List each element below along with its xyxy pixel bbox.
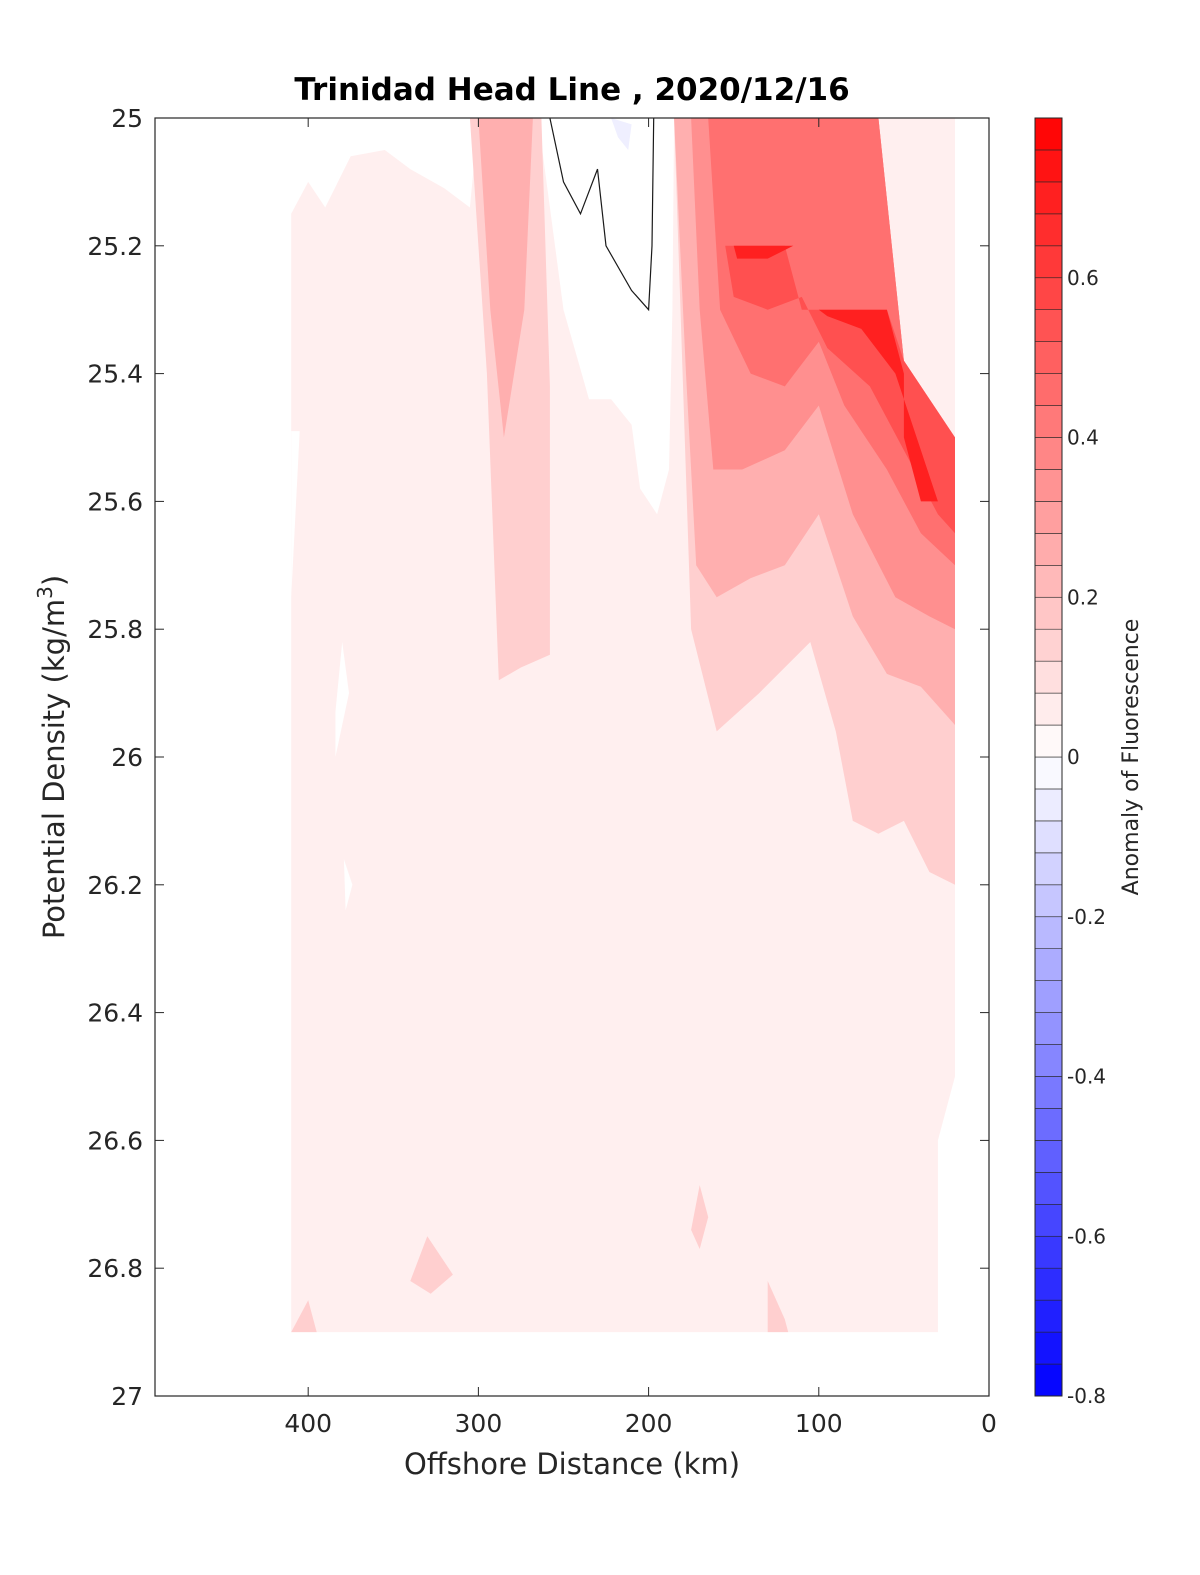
colorbar-cell [1034,469,1063,502]
colorbar-cell [1034,117,1063,151]
zero-contour-line [549,118,655,312]
colorbar: 0.6 0.4 0.2 0 -0.2 -0.4 -0.6 -0.8 [1034,117,1106,1408]
colorbar-cell [1034,1363,1063,1397]
colorbar-cell [1034,1108,1063,1141]
chart-title: Trinidad Head Line , 2020/12/16 [294,72,849,108]
y-tick-label: 26.8 [87,1254,143,1283]
y-tick-label: 25.4 [87,360,143,389]
colorbar-cell [1034,1299,1063,1333]
colorbar-cell [1034,181,1063,215]
colorbar-cell [1034,852,1063,886]
contour-region [725,245,955,534]
colorbar-cell [1034,309,1063,342]
colorbar-cell [1034,564,1063,598]
y-axis-label-main: Potential Density (kg/m [37,599,71,939]
colorbar-tick-label: -0.8 [1067,1384,1106,1408]
colorbar-ticks: 0.6 0.4 0.2 0 -0.2 -0.4 -0.6 -0.8 [1067,266,1106,1408]
y-axis-label: Potential Density (kg/m3) [33,575,71,939]
colorbar-cell [1034,501,1063,534]
x-tick-label: 200 [625,1409,673,1438]
x-tick-label: 100 [795,1409,843,1438]
colorbar-tick-label: 0.2 [1067,585,1099,609]
zero-contour-line-layer [549,118,655,312]
colorbar-cell [1034,437,1063,470]
colorbar-cells [1034,117,1063,1397]
x-tick-label: 400 [284,1409,332,1438]
contour-region [478,118,533,438]
contour-region [767,1281,789,1333]
y-tick-label: 25.2 [87,232,143,261]
colorbar-frame [1034,117,1063,1397]
colorbar-cell [1034,948,1063,981]
x-axis-label: Offshore Distance (km) [404,1447,740,1481]
colorbar-cell [1034,916,1063,950]
colorbar-cell [1034,245,1063,279]
contour-region [733,245,794,259]
y-tick-label: 25.8 [87,615,143,644]
colorbar-cell [1034,1140,1063,1173]
colorbar-cell [1034,1235,1063,1269]
colorbar-cell [1034,660,1063,694]
colorbar-cell [1034,1172,1063,1205]
colorbar-cell [1034,405,1063,438]
contour-region [291,431,300,598]
y-tick-label: 26.2 [87,871,143,900]
y-tick-label: 25 [111,104,143,133]
contour-region [291,1300,317,1333]
colorbar-cell [1034,373,1063,406]
colorbar-cell [1034,533,1063,566]
colorbar-cell [1034,341,1063,374]
colorbar-cell [1034,1076,1063,1109]
contour-region [818,309,938,502]
colorbar-cell [1034,277,1063,311]
y-tick-label: 26.6 [87,1126,143,1155]
colorbar-cell [1034,820,1063,854]
contour-region [611,118,632,150]
contour-region [343,859,353,911]
colorbar-cell [1034,1012,1063,1045]
colorbar-cell [1034,1044,1063,1077]
colorbar-tick-label: 0.6 [1067,266,1099,290]
y-tick-label: 27 [111,1382,143,1411]
colorbar-cell [1034,1204,1063,1237]
colorbar-cell [1034,724,1063,758]
contour-region [691,1185,709,1249]
tick-marks [155,117,990,1397]
contour-region [410,1236,453,1294]
colorbar-tick-label: 0.4 [1067,426,1099,450]
colorbar-tick-label: 0 [1067,745,1080,769]
colorbar-tick-label: -0.2 [1067,905,1106,929]
y-tick-label: 26.4 [87,999,143,1028]
colorbar-cell [1034,596,1063,630]
colorbar-cell [1034,1331,1063,1365]
y-tick-labels: 25 25.2 25.4 25.6 25.8 26 26.2 26.4 26.6 26.8 27 [87,104,143,1411]
colorbar-cell [1034,980,1063,1013]
y-tick-label: 25.6 [87,487,143,516]
y-axis-label-superscript: 3 [33,586,57,599]
y-tick-label: 26 [111,743,143,772]
colorbar-tick-label: -0.6 [1067,1224,1106,1248]
colorbar-cell [1034,692,1063,726]
contour-region [335,642,349,757]
colorbar-cell [1034,884,1063,918]
colorbar-cell [1034,788,1063,822]
plot-area [154,117,990,1397]
colorbar-tick-label: -0.4 [1067,1065,1106,1089]
colorbar-cell [1034,628,1063,662]
colorbar-cell [1034,756,1063,790]
x-tick-label: 300 [455,1409,503,1438]
y-axis-label-end: ) [37,575,71,586]
colorbar-cell [1034,149,1063,183]
colorbar-cell [1034,213,1063,247]
contour-layer [291,118,955,1333]
x-tick-labels: 400 300 200 100 0 [284,1409,997,1438]
x-tick-label: 0 [981,1409,997,1438]
plot-frame [154,117,990,1397]
colorbar-cell [1034,1267,1063,1301]
colorbar-label: Anomaly of Fluorescence [1119,619,1144,896]
